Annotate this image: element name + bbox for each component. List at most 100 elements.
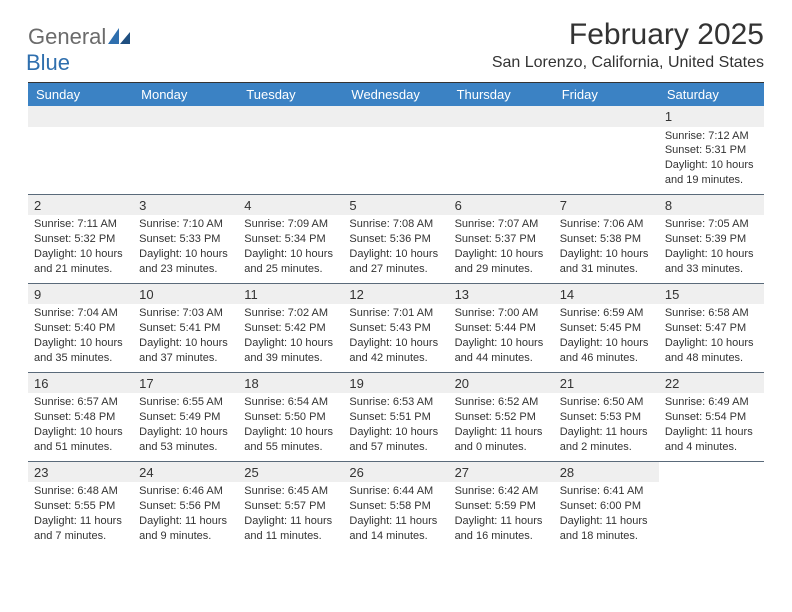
sunrise-text: Sunrise: 6:48 AM <box>34 484 127 499</box>
day-number: 3 <box>133 195 238 216</box>
sunrise-text: Sunrise: 6:49 AM <box>665 395 758 410</box>
day1-text: Daylight: 10 hours <box>560 247 653 262</box>
day1-text: Daylight: 10 hours <box>349 425 442 440</box>
weekday-friday: Friday <box>554 83 659 106</box>
sunset-text: Sunset: 5:58 PM <box>349 499 442 514</box>
day1-text: Daylight: 10 hours <box>455 247 548 262</box>
day-number: 22 <box>659 373 764 394</box>
day-number: 23 <box>28 462 133 483</box>
day1-text: Daylight: 10 hours <box>139 336 232 351</box>
day2-text: and 0 minutes. <box>455 440 548 455</box>
day2-text: and 31 minutes. <box>560 262 653 277</box>
day1-text: Daylight: 10 hours <box>665 247 758 262</box>
day1-text: Daylight: 10 hours <box>139 425 232 440</box>
week-row: 9Sunrise: 7:04 AMSunset: 5:40 PMDaylight… <box>28 283 764 372</box>
day-cell: 11Sunrise: 7:02 AMSunset: 5:42 PMDayligh… <box>238 284 343 372</box>
day2-text: and 48 minutes. <box>665 351 758 366</box>
day2-text: and 27 minutes. <box>349 262 442 277</box>
day-cell: 20Sunrise: 6:52 AMSunset: 5:52 PMDayligh… <box>449 373 554 461</box>
empty-cell <box>343 106 448 194</box>
day-number: 17 <box>133 373 238 394</box>
day2-text: and 11 minutes. <box>244 529 337 544</box>
sunset-text: Sunset: 5:50 PM <box>244 410 337 425</box>
day-cell: 18Sunrise: 6:54 AMSunset: 5:50 PMDayligh… <box>238 373 343 461</box>
day1-text: Daylight: 11 hours <box>34 514 127 529</box>
day1-text: Daylight: 11 hours <box>244 514 337 529</box>
calendar-body: 1Sunrise: 7:12 AMSunset: 5:31 PMDaylight… <box>28 106 764 550</box>
title-block: February 2025 San Lorenzo, California, U… <box>492 18 764 72</box>
weekday-sunday: Sunday <box>28 83 133 106</box>
day-number: 12 <box>343 284 448 305</box>
day-number: 18 <box>238 373 343 394</box>
day2-text: and 51 minutes. <box>34 440 127 455</box>
sunrise-text: Sunrise: 6:59 AM <box>560 306 653 321</box>
sunrise-text: Sunrise: 6:58 AM <box>665 306 758 321</box>
day-number: 27 <box>449 462 554 483</box>
day-cell: 7Sunrise: 7:06 AMSunset: 5:38 PMDaylight… <box>554 195 659 283</box>
day1-text: Daylight: 10 hours <box>244 336 337 351</box>
brand-logo: General Blue <box>28 24 130 76</box>
sunset-text: Sunset: 5:44 PM <box>455 321 548 336</box>
logo-text: General Blue <box>28 24 130 76</box>
weekday-tuesday: Tuesday <box>238 83 343 106</box>
day2-text: and 2 minutes. <box>560 440 653 455</box>
day2-text: and 39 minutes. <box>244 351 337 366</box>
day1-text: Daylight: 10 hours <box>34 425 127 440</box>
sunset-text: Sunset: 5:54 PM <box>665 410 758 425</box>
day1-text: Daylight: 10 hours <box>560 336 653 351</box>
day2-text: and 33 minutes. <box>665 262 758 277</box>
day2-text: and 35 minutes. <box>34 351 127 366</box>
day-number: 20 <box>449 373 554 394</box>
day-cell: 15Sunrise: 6:58 AMSunset: 5:47 PMDayligh… <box>659 284 764 372</box>
day2-text: and 14 minutes. <box>349 529 442 544</box>
day2-text: and 29 minutes. <box>455 262 548 277</box>
sunset-text: Sunset: 5:38 PM <box>560 232 653 247</box>
day1-text: Daylight: 10 hours <box>349 247 442 262</box>
sunset-text: Sunset: 5:39 PM <box>665 232 758 247</box>
sunrise-text: Sunrise: 6:44 AM <box>349 484 442 499</box>
empty-cell <box>659 462 764 550</box>
sunset-text: Sunset: 5:55 PM <box>34 499 127 514</box>
day-number: 26 <box>343 462 448 483</box>
day-number: 16 <box>28 373 133 394</box>
page-header: General Blue February 2025 San Lorenzo, … <box>28 18 764 76</box>
day1-text: Daylight: 10 hours <box>455 336 548 351</box>
logo-sail-icon <box>108 31 130 48</box>
day-cell: 24Sunrise: 6:46 AMSunset: 5:56 PMDayligh… <box>133 462 238 550</box>
sunrise-text: Sunrise: 6:42 AM <box>455 484 548 499</box>
sunrise-text: Sunrise: 6:50 AM <box>560 395 653 410</box>
sunset-text: Sunset: 5:49 PM <box>139 410 232 425</box>
sunrise-text: Sunrise: 6:46 AM <box>139 484 232 499</box>
day1-text: Daylight: 10 hours <box>665 336 758 351</box>
sunrise-text: Sunrise: 7:01 AM <box>349 306 442 321</box>
sunset-text: Sunset: 5:56 PM <box>139 499 232 514</box>
day2-text: and 16 minutes. <box>455 529 548 544</box>
sunset-text: Sunset: 5:31 PM <box>665 143 758 158</box>
sunset-text: Sunset: 5:43 PM <box>349 321 442 336</box>
day-cell: 6Sunrise: 7:07 AMSunset: 5:37 PMDaylight… <box>449 195 554 283</box>
day-number: 21 <box>554 373 659 394</box>
empty-cell <box>449 106 554 194</box>
calendar-page: General Blue February 2025 San Lorenzo, … <box>0 0 792 550</box>
day-number: 24 <box>133 462 238 483</box>
sunset-text: Sunset: 5:42 PM <box>244 321 337 336</box>
day-cell: 14Sunrise: 6:59 AMSunset: 5:45 PMDayligh… <box>554 284 659 372</box>
day2-text: and 19 minutes. <box>665 173 758 188</box>
day-number: 8 <box>659 195 764 216</box>
sunrise-text: Sunrise: 7:08 AM <box>349 217 442 232</box>
sunset-text: Sunset: 5:34 PM <box>244 232 337 247</box>
day-cell: 3Sunrise: 7:10 AMSunset: 5:33 PMDaylight… <box>133 195 238 283</box>
sunset-text: Sunset: 5:57 PM <box>244 499 337 514</box>
day2-text: and 23 minutes. <box>139 262 232 277</box>
day-number: 9 <box>28 284 133 305</box>
day1-text: Daylight: 10 hours <box>244 425 337 440</box>
day-number: 13 <box>449 284 554 305</box>
day1-text: Daylight: 10 hours <box>244 247 337 262</box>
sunrise-text: Sunrise: 6:53 AM <box>349 395 442 410</box>
week-row: 2Sunrise: 7:11 AMSunset: 5:32 PMDaylight… <box>28 194 764 283</box>
sunrise-text: Sunrise: 7:06 AM <box>560 217 653 232</box>
day2-text: and 37 minutes. <box>139 351 232 366</box>
sunrise-text: Sunrise: 7:10 AM <box>139 217 232 232</box>
day2-text: and 55 minutes. <box>244 440 337 455</box>
blank-stripe <box>238 106 343 127</box>
